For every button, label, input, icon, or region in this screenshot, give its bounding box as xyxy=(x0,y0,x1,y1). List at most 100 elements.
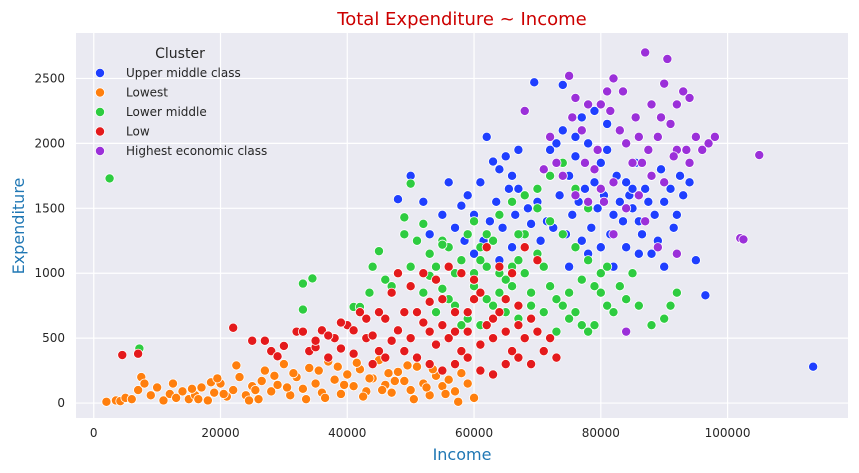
data-point xyxy=(579,157,590,168)
data-point xyxy=(399,346,410,357)
data-point xyxy=(545,281,556,292)
data-point xyxy=(659,313,670,324)
data-point xyxy=(494,307,505,318)
data-point xyxy=(234,372,245,383)
data-point xyxy=(602,261,613,272)
data-point xyxy=(358,391,369,402)
data-point xyxy=(617,216,628,227)
data-point xyxy=(488,369,499,380)
data-point xyxy=(500,274,511,285)
data-point xyxy=(519,268,530,279)
data-point xyxy=(177,386,188,397)
data-point xyxy=(507,268,518,279)
data-point xyxy=(456,268,467,279)
data-point xyxy=(437,365,448,376)
data-point xyxy=(519,333,530,344)
data-point xyxy=(576,320,587,331)
x-tick-labels: 0 20000 40000 60000 80000 100000 xyxy=(90,426,751,440)
data-point xyxy=(570,307,581,318)
legend-marker xyxy=(95,87,106,98)
data-point xyxy=(196,382,207,393)
y-tick-label: 1500 xyxy=(34,201,65,215)
data-point xyxy=(494,164,505,175)
data-point xyxy=(586,222,597,233)
data-point xyxy=(671,209,682,220)
data-point xyxy=(186,383,197,394)
data-point xyxy=(373,307,384,318)
data-point xyxy=(513,144,524,155)
data-point xyxy=(633,300,644,311)
data-point xyxy=(621,177,632,188)
data-point xyxy=(418,196,429,207)
data-point xyxy=(497,222,508,233)
data-point xyxy=(598,196,609,207)
legend-label: Lower middle xyxy=(126,105,207,119)
data-point xyxy=(602,86,613,97)
y-tick-labels: 0 500 1000 1500 2000 2500 xyxy=(34,71,65,410)
data-point xyxy=(310,378,321,389)
data-point xyxy=(662,53,673,64)
data-point xyxy=(424,248,435,259)
data-point xyxy=(690,131,701,142)
data-point xyxy=(424,359,435,370)
data-point xyxy=(456,320,467,331)
data-point xyxy=(532,255,543,266)
data-point xyxy=(595,268,606,279)
data-point xyxy=(617,86,628,97)
data-point xyxy=(637,157,648,168)
data-point xyxy=(364,287,375,298)
data-point xyxy=(399,307,410,318)
data-point xyxy=(576,235,587,246)
data-point xyxy=(697,144,708,155)
data-point xyxy=(529,77,540,88)
data-point xyxy=(576,125,587,136)
data-point xyxy=(272,379,283,390)
data-point xyxy=(579,183,590,194)
data-point xyxy=(475,177,486,188)
data-point xyxy=(266,386,277,397)
data-point xyxy=(475,365,486,376)
data-point xyxy=(507,196,518,207)
data-point xyxy=(367,261,378,272)
legend-title: Cluster xyxy=(155,46,205,62)
x-tick-label: 60000 xyxy=(455,426,493,440)
data-point xyxy=(481,294,492,305)
data-point xyxy=(538,261,549,272)
data-point xyxy=(231,360,242,371)
data-point xyxy=(602,118,613,129)
data-point xyxy=(656,112,667,123)
data-point xyxy=(640,183,651,194)
data-point xyxy=(690,255,701,266)
data-point xyxy=(668,151,679,162)
data-point xyxy=(348,381,359,392)
data-point xyxy=(500,294,511,305)
legend-label: Highest economic class xyxy=(126,144,267,158)
data-point xyxy=(532,326,543,337)
data-point xyxy=(545,131,556,142)
chart-title: Total Expenditure ~ Income xyxy=(336,9,586,30)
data-point xyxy=(545,144,556,155)
data-point xyxy=(589,164,600,175)
data-point xyxy=(475,339,486,350)
data-point xyxy=(630,112,641,123)
data-point xyxy=(443,374,454,385)
data-point xyxy=(462,326,473,337)
x-tick-label: 100000 xyxy=(705,426,751,440)
data-point xyxy=(595,183,606,194)
data-point xyxy=(405,178,416,189)
data-point xyxy=(392,366,403,377)
data-point xyxy=(323,352,334,363)
data-point xyxy=(545,170,556,181)
data-point xyxy=(418,317,429,328)
data-point xyxy=(152,382,163,393)
data-point xyxy=(450,222,461,233)
data-point xyxy=(139,378,150,389)
data-point xyxy=(469,294,480,305)
data-point xyxy=(522,203,533,214)
data-point xyxy=(570,92,581,103)
data-point xyxy=(399,229,410,240)
data-point xyxy=(313,365,324,376)
data-point xyxy=(437,283,448,294)
data-point xyxy=(392,194,403,205)
data-point xyxy=(592,144,603,155)
